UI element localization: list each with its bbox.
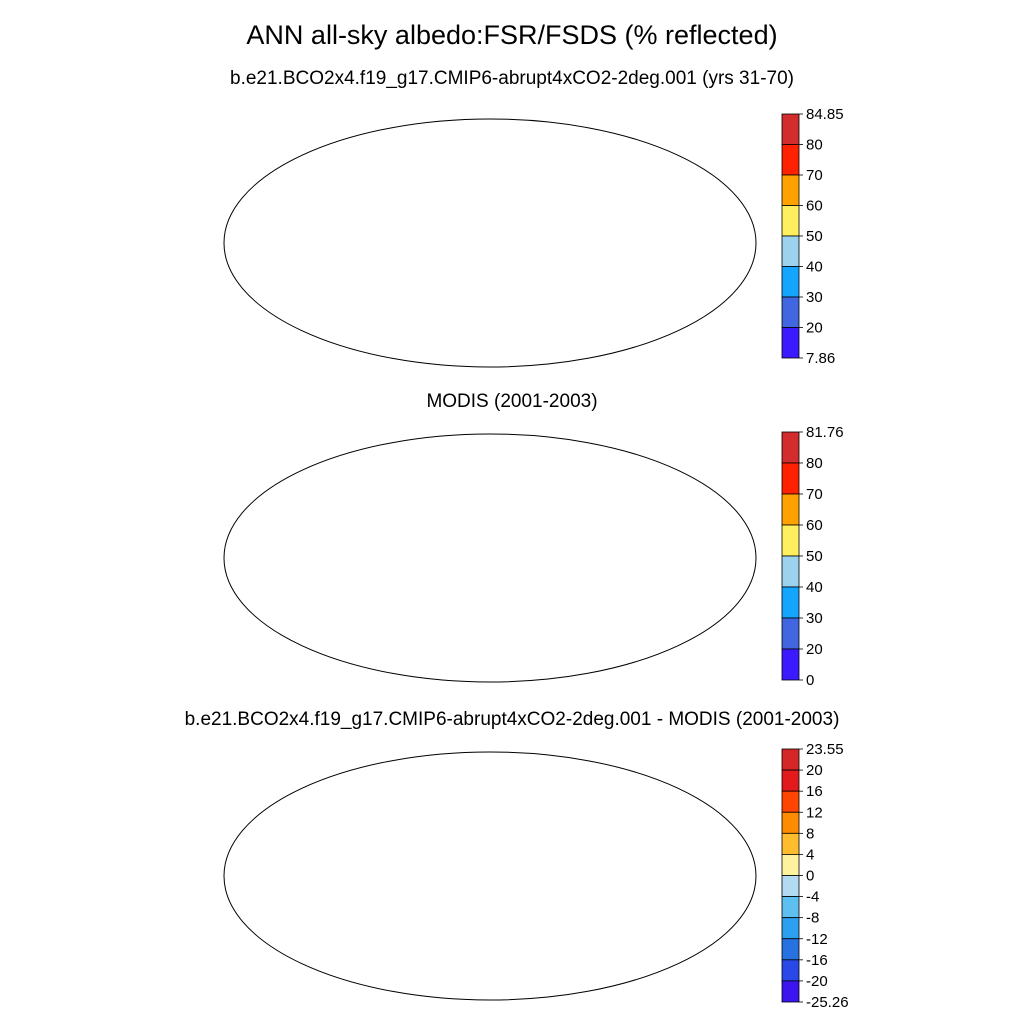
colorbar-label: 40: [806, 259, 823, 276]
colorbar-swatch: [781, 493, 800, 526]
colorbar-label: -4: [806, 889, 819, 906]
colorbar-swatch: [781, 938, 800, 961]
map-outline: [223, 118, 757, 368]
main-title: ANN all-sky albedo:FSR/FSDS (% reflected…: [246, 20, 778, 50]
land-ca: [846, 203, 870, 221]
colorbar-label: 8: [806, 825, 814, 842]
colorbar-label: 7.86: [806, 350, 835, 367]
colorbar-label: 20: [806, 320, 823, 337]
land-af: [950, 816, 1024, 920]
land-na: [782, 432, 910, 536]
colorbar-label: 12: [806, 804, 823, 821]
colorbar-swatch: [781, 327, 800, 359]
colorbar-swatch: [781, 811, 800, 834]
colorbar-1: 84.85 80 70 60 50 40 30 20 7.86: [781, 106, 844, 367]
land-gl: [915, 422, 958, 465]
panel-2-title: MODIS (2001-2003): [426, 391, 598, 412]
land-ca: [846, 518, 870, 536]
land-ai: [838, 738, 908, 758]
land-ai: [838, 105, 908, 125]
colorbar-label: 0: [806, 868, 814, 885]
map-panel-1: 84.85 80 70 60 50 40 30 20 7.86: [223, 105, 1024, 368]
colorbar-swatch: [781, 769, 800, 792]
land-sa: [860, 532, 930, 638]
colorbar-label: 0: [806, 672, 814, 689]
land-sa: [860, 217, 930, 323]
colorbar-label: 60: [806, 198, 823, 215]
colorbar-swatch: [781, 917, 800, 940]
colorbar-label: -8: [806, 910, 819, 927]
land-sa: [860, 850, 930, 956]
sahara-region: [956, 185, 1024, 211]
colorbar-swatch: [781, 790, 800, 813]
colorbar-swatch: [781, 832, 800, 855]
colorbar-label: 20: [806, 762, 823, 779]
colorbar-label: 40: [806, 579, 823, 596]
colorbar-label: 30: [806, 289, 823, 306]
colorbar-label: -20: [806, 973, 828, 990]
colorbar-label: 16: [806, 783, 823, 800]
colorbar-label: 50: [806, 228, 823, 245]
land-eu: [960, 107, 1024, 217]
colorbar-2: 81.76 80 70 60 50 40 30 20 0: [781, 424, 844, 689]
map-panel-2: 81.76 80 70 60 50 40 30 20 0: [223, 420, 1024, 689]
colorbar-label: 81.76: [806, 424, 844, 441]
colorbar-swatch: [781, 235, 800, 267]
colorbar-label: 70: [806, 167, 823, 184]
colorbar-swatch: [781, 586, 800, 619]
colorbar-swatch: [781, 113, 800, 145]
colorbar-swatch: [781, 555, 800, 588]
colorbar-label: -12: [806, 931, 828, 948]
panel-3-title: b.e21.BCO2x4.f19_g17.CMIP6-abrupt4xCO2-2…: [184, 709, 840, 730]
colorbar-label: -25.26: [806, 994, 849, 1011]
colorbar-label: 70: [806, 486, 823, 503]
colorbar-swatch: [781, 431, 800, 464]
colorbar-swatch: [781, 617, 800, 650]
panel-1-title: b.e21.BCO2x4.f19_g17.CMIP6-abrupt4xCO2-2…: [230, 68, 794, 89]
colorbar-swatch: [781, 648, 800, 681]
colorbar-label: -16: [806, 952, 828, 969]
colorbar-swatch: [781, 266, 800, 298]
colorbar-swatch: [781, 980, 800, 1003]
land-na: [782, 750, 910, 854]
colorbar-swatch: [781, 205, 800, 237]
colorbar-swatch: [781, 174, 800, 206]
colorbar-label: 80: [806, 455, 823, 472]
colorbar-label: 23.55: [806, 741, 844, 758]
colorbar-label: 20: [806, 641, 823, 658]
colorbar-swatch: [781, 875, 800, 897]
colorbar-swatch: [781, 748, 800, 771]
colorbar-label: 30: [806, 610, 823, 627]
colorbar-3: 23.55 20 16 12 8 4 0 -4 -8 -12 -16 -20 -25.26: [781, 741, 849, 1011]
land-gl: [915, 107, 958, 150]
colorbar-label: 84.85: [806, 106, 844, 123]
land-af: [950, 498, 1024, 602]
map-panel-3: 23.55 20 16 12 8 4 0 -4 -8 -12 -16 -20 -25.26: [223, 738, 1024, 1011]
colorbar-label: 80: [806, 137, 823, 154]
land-ai: [838, 420, 908, 440]
map-outline: [223, 751, 757, 1001]
colorbar-swatch: [781, 144, 800, 176]
land-ca: [846, 836, 870, 854]
colorbar-swatch: [781, 959, 800, 982]
map-outline: [223, 433, 757, 683]
colorbar-swatch: [781, 854, 800, 876]
colorbar-label: 60: [806, 517, 823, 534]
colorbar-swatch: [781, 524, 800, 557]
land-eu: [960, 422, 1024, 532]
land-af: [950, 183, 1024, 287]
colorbar-label: 50: [806, 548, 823, 565]
colorbar-swatch: [781, 462, 800, 495]
colorbar-label: 4: [806, 846, 814, 863]
sahara-region: [956, 500, 1024, 526]
colorbar-swatch: [781, 896, 800, 919]
colorbar-swatch: [781, 296, 800, 328]
land-eu: [960, 740, 1024, 850]
land-gl: [915, 740, 958, 783]
